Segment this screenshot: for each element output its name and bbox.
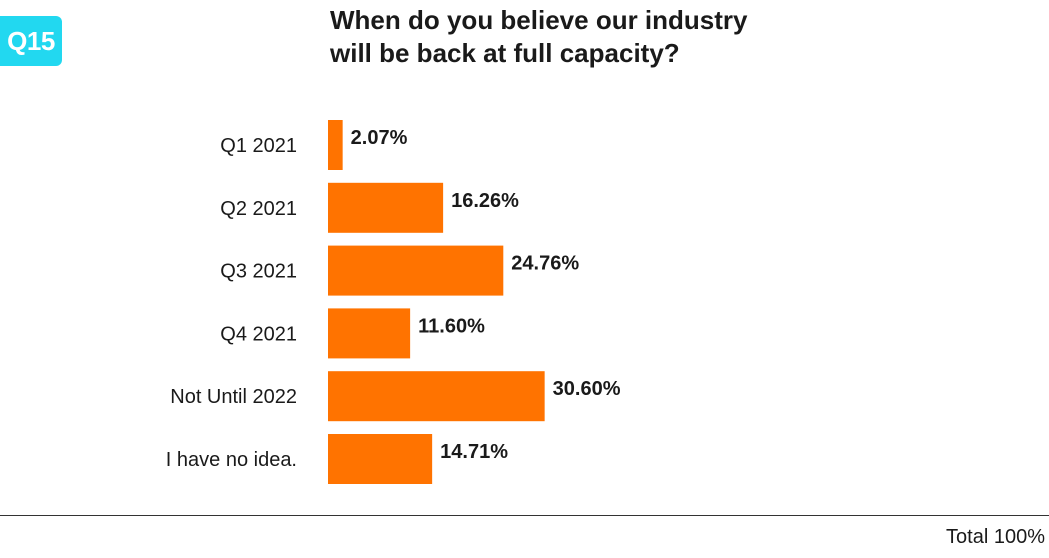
category-label: Q1 2021 <box>220 135 297 157</box>
category-label: Q3 2021 <box>220 261 297 283</box>
bar-chart: Q1 2021 2.07% Q2 2021 16.26% Q3 2021 24.76% Q4… <box>166 120 621 484</box>
chart-title: When do you believe our industry will be… <box>330 4 930 70</box>
bar <box>328 308 411 359</box>
question-badge: Q15 <box>0 16 62 66</box>
total-label: Total 100% <box>946 526 1045 548</box>
value-label: 16.26% <box>451 190 519 212</box>
chart-title-line-1: When do you believe our industry <box>330 5 748 35</box>
bar <box>328 245 504 296</box>
bar <box>328 371 545 422</box>
bar <box>328 434 433 484</box>
footer-divider <box>0 515 1049 516</box>
category-label: Q2 2021 <box>220 198 297 220</box>
bar <box>328 120 343 170</box>
category-label: Not Until 2022 <box>170 386 297 408</box>
category-label: Q4 2021 <box>220 323 297 345</box>
value-label: 24.76% <box>511 253 579 275</box>
value-label: 14.71% <box>440 441 508 463</box>
category-label: I have no idea. <box>166 449 297 471</box>
bar <box>328 182 444 233</box>
value-label: 11.60% <box>418 315 485 337</box>
value-label: 2.07% <box>351 127 408 149</box>
chart-title-line-2: will be back at full capacity? <box>330 38 680 68</box>
value-label: 30.60% <box>553 378 621 400</box>
